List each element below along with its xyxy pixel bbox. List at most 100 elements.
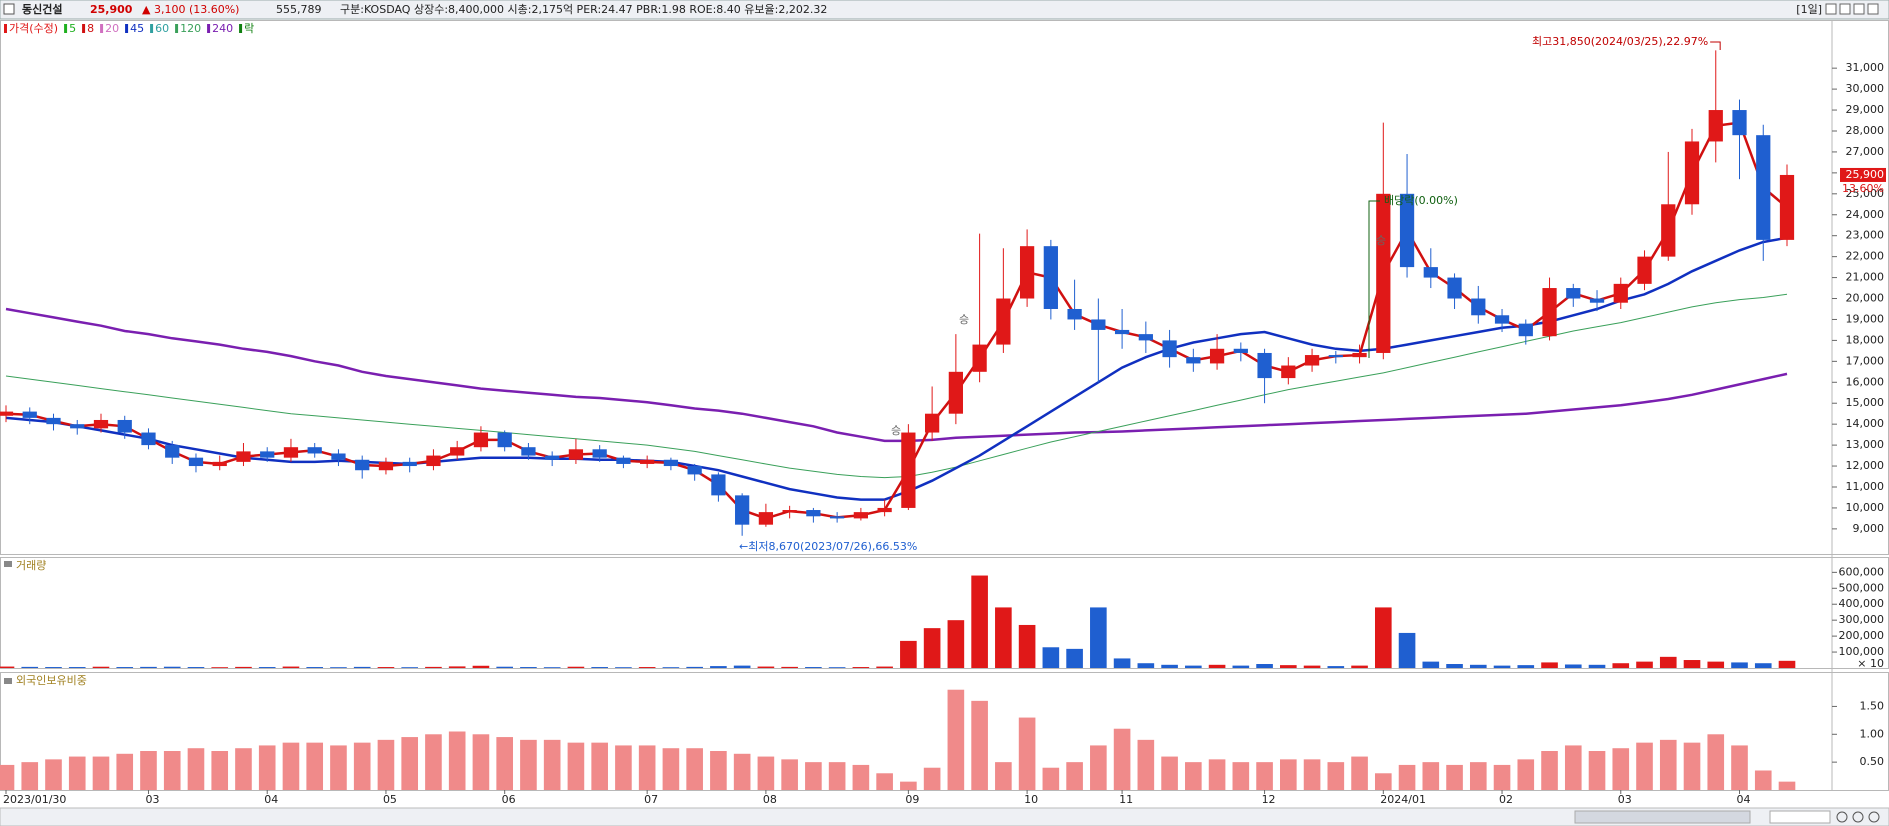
legend-label: 락 [244, 22, 254, 35]
checkbox[interactable] [3, 3, 15, 15]
x-tick-label: 08 [763, 793, 777, 806]
candle-body [663, 459, 679, 467]
bar [1754, 663, 1772, 668]
bar [923, 767, 941, 790]
bar [1541, 751, 1558, 790]
annotation: 승 [891, 424, 901, 437]
bar [1018, 717, 1036, 790]
y-tick-label: 400,000 [1839, 597, 1885, 610]
bar [923, 628, 941, 668]
candle-body [1304, 355, 1320, 366]
bar [828, 667, 846, 668]
x-tick-label: 2024/01 [1380, 793, 1426, 806]
bar [805, 762, 822, 790]
stock-price: 25,900 [90, 3, 133, 16]
legend-swatch [239, 24, 243, 33]
trade-volume: 555,789 [276, 3, 322, 16]
zoom-slider[interactable] [1769, 810, 1831, 824]
bar [448, 666, 466, 668]
bar [187, 667, 205, 668]
bar [710, 751, 727, 790]
y-tick-label: 21,000 [1846, 271, 1885, 284]
bar [1564, 745, 1582, 790]
period-selector[interactable]: [1일] [1796, 2, 1822, 16]
candle-body [972, 344, 987, 372]
y-tick-label: 300,000 [1839, 613, 1885, 626]
candle-body [1399, 193, 1415, 268]
candle-body [188, 457, 204, 467]
legend-label: 20 [105, 22, 119, 35]
y-tick-label: 1.50 [1860, 699, 1885, 712]
zoom-button[interactable] [1868, 811, 1880, 823]
bar [1778, 660, 1796, 668]
panel-title: 거래량 [16, 559, 46, 572]
bar [163, 751, 181, 790]
candle-body [497, 432, 512, 448]
candle-body [687, 466, 702, 475]
candle-body [616, 457, 631, 464]
x-tick-label: 07 [644, 793, 658, 806]
candle-body [1447, 277, 1462, 299]
bar [1137, 739, 1155, 790]
zoom-button[interactable] [1836, 811, 1848, 823]
candle-body [735, 495, 750, 525]
y-tick-label: 9,000 [1853, 522, 1885, 535]
bar [1327, 666, 1345, 668]
bar [21, 666, 39, 668]
legend-label: 5 [69, 22, 76, 35]
bar [591, 667, 608, 668]
candle-body [1684, 141, 1700, 205]
bar [45, 667, 62, 668]
y-tick-label: 31,000 [1846, 61, 1885, 74]
bar [330, 745, 347, 790]
bar [1113, 728, 1131, 790]
window-button[interactable] [1867, 3, 1879, 15]
y-tick-label: 17,000 [1846, 354, 1885, 367]
candle-body [46, 417, 61, 425]
bar [1588, 664, 1606, 668]
window-button[interactable] [1825, 3, 1837, 15]
bar [282, 666, 300, 668]
bar [543, 667, 561, 668]
scroll-thumb[interactable] [1574, 810, 1751, 824]
candle-body [1328, 355, 1343, 358]
bar [567, 742, 585, 790]
candle-body [1779, 174, 1795, 240]
annotation: ←최저8,670(2023/07/26),66.53% [739, 540, 917, 553]
price-tag: 25,900 [1846, 168, 1885, 181]
bar [1469, 762, 1487, 790]
scrollbar[interactable] [0, 807, 1889, 826]
legend-swatch [4, 24, 7, 33]
bar [1683, 660, 1701, 668]
y-tick-label: 200,000 [1839, 629, 1885, 642]
candle-body [141, 432, 156, 446]
bar [1398, 764, 1416, 790]
candle-body [402, 461, 417, 467]
y-tick-label: 100,000 [1839, 645, 1885, 658]
bar [1754, 770, 1772, 790]
legend-swatch [207, 24, 211, 33]
candle-body [1186, 357, 1201, 364]
legend-label: 60 [155, 22, 169, 35]
y-tick-label: 27,000 [1846, 145, 1885, 158]
zoom-button[interactable] [1852, 811, 1864, 823]
legend-label: 120 [180, 22, 201, 35]
window-button[interactable] [1853, 3, 1865, 15]
bar [258, 745, 276, 790]
candle-body [93, 419, 109, 429]
candle-body [1281, 365, 1296, 379]
candle-body [355, 459, 370, 471]
x-tick-label: 04 [264, 793, 278, 806]
bar [1731, 662, 1748, 668]
bar [1422, 762, 1440, 790]
unit-note: × 10 [1857, 657, 1884, 670]
y-tick-label: 10,000 [1846, 501, 1885, 514]
bar [68, 756, 86, 790]
bar [401, 667, 419, 668]
bar [1042, 647, 1060, 668]
bar [140, 751, 157, 790]
bar [1564, 664, 1582, 668]
window-button[interactable] [1839, 3, 1851, 15]
candle-body [901, 432, 916, 508]
bar [1612, 663, 1630, 668]
